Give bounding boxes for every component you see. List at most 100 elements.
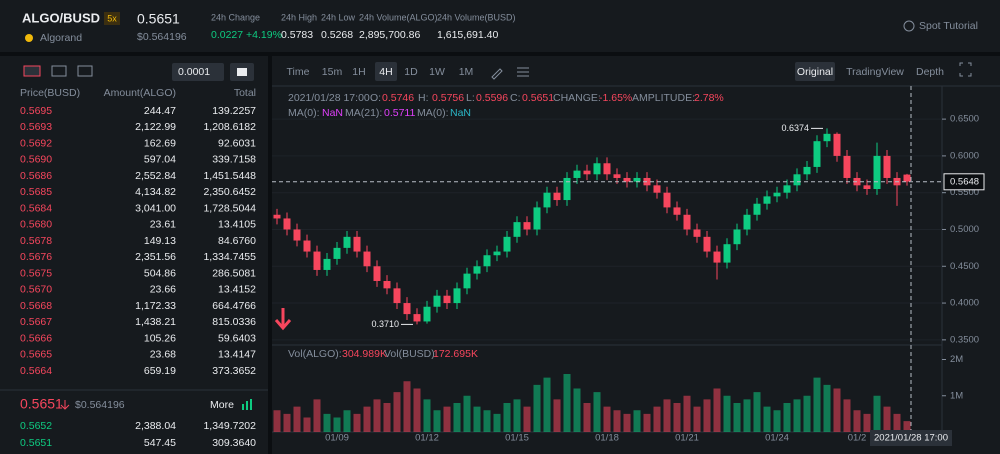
interval[interactable]: 1D	[404, 66, 418, 78]
book-amount: 2,351.56	[135, 251, 176, 263]
interval[interactable]: 4H	[379, 66, 392, 78]
volume-bar	[613, 410, 621, 432]
volume-bar	[683, 395, 691, 432]
y-tick-label: 0.6000	[950, 150, 979, 161]
book-amount: 149.13	[144, 235, 176, 247]
candle-body	[883, 155, 891, 178]
book-price: 0.5680	[20, 219, 52, 231]
volume-bar	[733, 403, 741, 432]
candle-body	[443, 295, 451, 304]
y-tick-label: 0.4000	[950, 298, 979, 309]
candle-body	[873, 155, 881, 190]
candle-body	[313, 251, 321, 270]
volume-bar	[453, 403, 461, 432]
view[interactable]: Original	[797, 66, 833, 78]
book-total: 664.4766	[212, 300, 256, 312]
book-price: 0.5675	[20, 267, 52, 279]
pair[interactable]: ALGO/BUSD	[22, 10, 100, 25]
more[interactable]: More	[210, 399, 234, 411]
volume-bar	[503, 403, 511, 432]
stat-value: 0.5783	[281, 29, 313, 41]
book-total: 13.4152	[218, 284, 256, 296]
stat-label: 24h High	[281, 12, 317, 22]
volume-bar	[293, 406, 301, 432]
volume-bar	[473, 406, 481, 432]
volume-bar	[343, 410, 351, 432]
vol-tick-label: 2M	[950, 354, 963, 365]
volume-bar	[883, 406, 891, 432]
book-price: 0.5670	[20, 284, 52, 296]
tutorial-icon	[903, 20, 915, 32]
book-amount: 162.69	[144, 137, 176, 149]
crosshair-box	[870, 430, 952, 446]
candle-body	[383, 280, 391, 289]
y-tick-label: 0.3500	[950, 334, 979, 345]
candle-body	[723, 244, 731, 263]
last-price-label: 0.5648	[950, 176, 979, 187]
candle-body	[403, 303, 411, 315]
book-price: 0.5686	[20, 170, 52, 182]
info-label: C:	[510, 92, 521, 104]
active-bg	[375, 62, 397, 81]
candle-body	[433, 295, 441, 307]
crosshair-time: 2021/01/28 17:00	[874, 433, 948, 444]
candle-body	[763, 196, 771, 204]
book-price: 0.5667	[20, 316, 52, 328]
candle-body	[833, 133, 841, 156]
volume-bar	[393, 392, 401, 432]
active-bg	[795, 62, 835, 81]
candle-body	[573, 170, 581, 178]
down-arrow	[60, 400, 70, 410]
book-total: 1,728.5044	[203, 202, 256, 214]
candle-body	[733, 229, 741, 245]
volume-bar	[543, 377, 551, 432]
book-amount: 23.68	[150, 349, 176, 361]
candle-body	[823, 133, 831, 142]
view[interactable]: TradingView	[846, 66, 904, 78]
interval[interactable]: Time	[287, 66, 310, 78]
interval[interactable]: 1M	[459, 66, 474, 78]
coin-name[interactable]: Algorand	[40, 32, 82, 44]
last-price-usd: $0.564196	[137, 31, 187, 43]
book-total: 1,451.5448	[203, 170, 256, 182]
book-total: 59.6403	[218, 332, 256, 344]
tutorial[interactable]: Spot Tutorial	[919, 20, 978, 32]
book-amount: 597.04	[144, 154, 176, 166]
x-tick-label: 01/21	[675, 433, 699, 444]
volume-bar	[793, 399, 801, 432]
volume-bar	[713, 388, 721, 432]
info-label: L:	[466, 92, 475, 104]
candle-body	[753, 203, 761, 215]
info-time: 2021/01/28 17:00	[288, 92, 370, 104]
volume-bar	[513, 399, 521, 432]
volume-bar	[523, 406, 531, 432]
view[interactable]: Depth	[916, 66, 944, 78]
interval[interactable]: 1W	[429, 66, 445, 78]
volume-bar	[803, 395, 811, 432]
x-tick-label: 01/12	[415, 433, 439, 444]
interval[interactable]: 15m	[322, 66, 343, 78]
book-total: 815.0336	[212, 316, 256, 328]
interval[interactable]: 1H	[352, 66, 365, 78]
book-amount: 1,438.21	[135, 316, 176, 328]
col-amount: Amount(ALGO)	[104, 87, 176, 99]
volume-bar	[783, 403, 791, 432]
candle-body	[373, 266, 381, 281]
ma-label: MA(0):	[417, 107, 449, 119]
candle-body	[493, 251, 501, 256]
volume-bar	[593, 392, 601, 432]
volume-bar	[413, 388, 421, 432]
book-price: 0.5684	[20, 202, 52, 214]
step-select[interactable]: 0.0001	[178, 66, 210, 78]
volume-bar	[653, 406, 661, 432]
book-total: 373.3652	[212, 365, 256, 377]
big-arrow	[274, 308, 292, 331]
volume-bar	[663, 399, 671, 432]
candle-body	[803, 166, 811, 175]
candle-body	[463, 273, 471, 289]
candle-body	[553, 192, 561, 201]
candle-body	[353, 236, 361, 252]
leverage: 5x	[107, 13, 117, 23]
x-tick-label: 01/24	[765, 433, 789, 444]
volume-bar	[743, 399, 751, 432]
